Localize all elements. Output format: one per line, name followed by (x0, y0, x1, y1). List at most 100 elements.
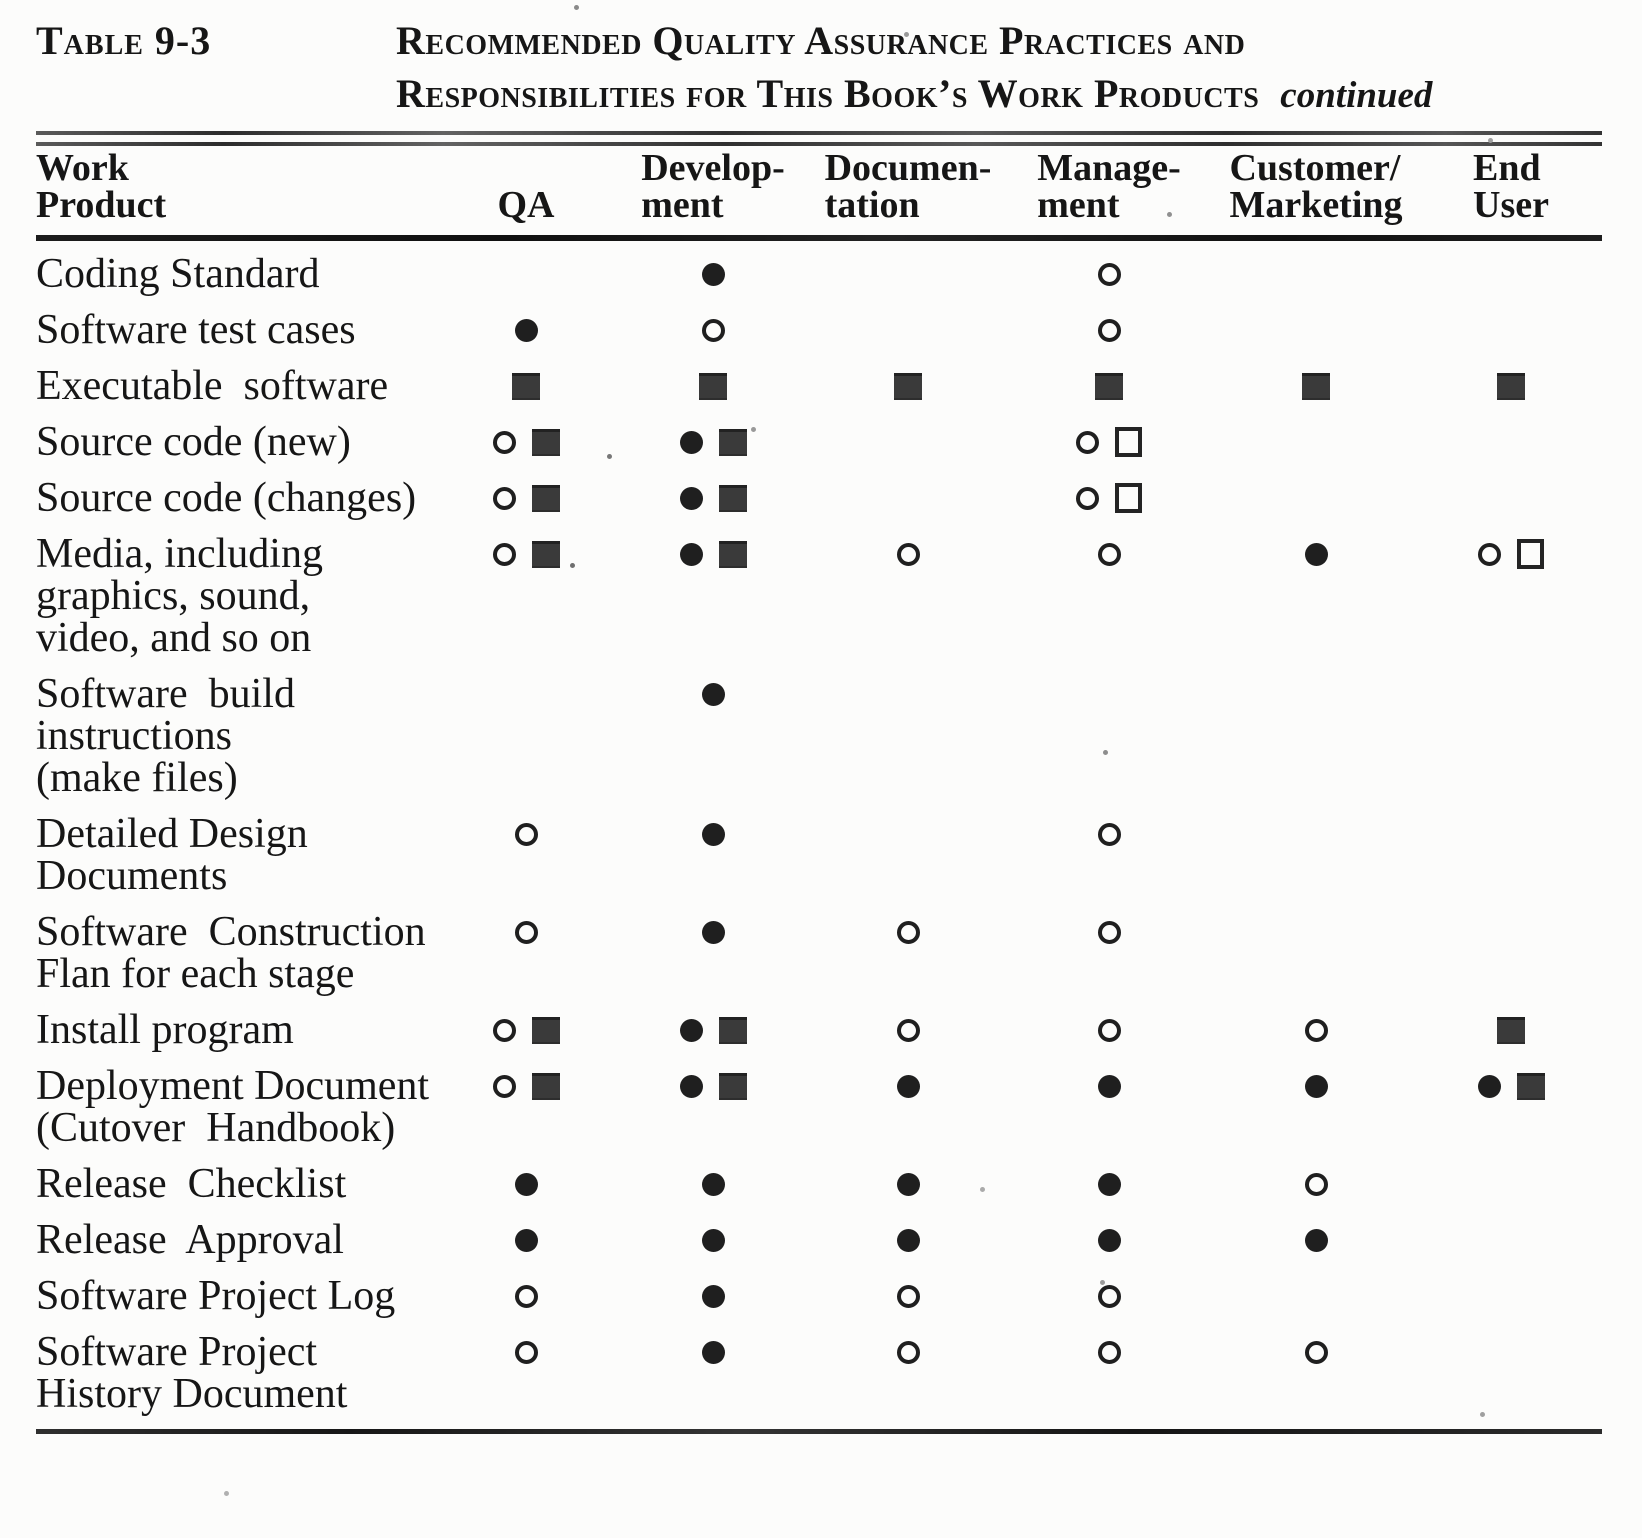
filled-circle-icon (701, 920, 725, 944)
filled-circle-icon (1477, 1074, 1501, 1098)
column-header-label: Customer/Marketing (1229, 147, 1403, 226)
table-row: Software Construction Flan for each stage (36, 911, 1602, 995)
table-title-line-1: Recommended Quality Assurance Practices … (396, 18, 1246, 63)
row-label: Source code (changes) (36, 475, 417, 521)
cell-qa (436, 1065, 616, 1107)
column-header-label: Documen-tation (824, 147, 992, 226)
cell-end-user (1420, 421, 1602, 463)
cell-end-user (1420, 1219, 1602, 1261)
cell-development (616, 533, 810, 575)
filled-square-icon (699, 372, 727, 400)
open-circle-icon (492, 542, 516, 566)
cell-development (616, 477, 810, 519)
column-header-label: End User (1473, 147, 1549, 226)
open-circle-icon (1478, 542, 1501, 566)
filled-square-icon (894, 372, 922, 400)
open-circle-icon (1097, 822, 1121, 846)
cell-customer-marketing (1212, 1065, 1420, 1107)
table-row: Coding Standard (36, 253, 1602, 295)
column-header-development: Develop-ment (616, 147, 810, 226)
cell-end-user (1420, 533, 1602, 575)
filled-circle-icon (896, 1172, 920, 1196)
cell-customer-marketing (1212, 1009, 1420, 1051)
open-circle-icon (1097, 1340, 1121, 1364)
filled-circle-icon (679, 430, 703, 454)
top-double-rule-upper (36, 131, 1602, 135)
table-caption: Table 9-3 Recommended Quality Assurance … (36, 0, 1602, 122)
cell-qa (436, 1163, 616, 1205)
cell-management (1006, 1163, 1212, 1205)
row-label: Software Project History Document (36, 1329, 348, 1417)
bottom-rule (36, 1429, 1602, 1434)
cell-development (616, 1219, 810, 1261)
filled-circle-icon (1097, 1074, 1121, 1098)
cell-qa (436, 309, 616, 351)
cell-documentation (810, 673, 1006, 715)
open-circle-icon (1304, 1172, 1328, 1196)
column-header-end-user: End User (1420, 147, 1602, 226)
cell-development (616, 309, 810, 351)
cell-management (1006, 253, 1212, 295)
table-number: Table 9-3 (36, 18, 212, 63)
row-label: Source code (new) (36, 419, 351, 465)
filled-square-icon (718, 540, 747, 568)
cell-management (1006, 421, 1212, 463)
open-circle-icon (514, 920, 538, 944)
table-row: Executable software (36, 365, 1602, 407)
open-circle-icon (1076, 486, 1099, 510)
table-row: Software Project Log (36, 1275, 1602, 1317)
open-circle-icon (1097, 542, 1121, 566)
cell-documentation (810, 477, 1006, 519)
column-header-management: Manage-ment (1006, 149, 1212, 224)
cell-development (616, 253, 810, 295)
cell-end-user (1420, 673, 1602, 715)
cell-documentation (810, 1009, 1006, 1051)
cell-customer-marketing (1212, 673, 1420, 715)
filled-circle-icon (896, 1074, 920, 1098)
cell-end-user (1420, 1163, 1602, 1205)
cell-customer-marketing (1212, 1219, 1420, 1261)
cell-development (616, 673, 810, 715)
row-label: Software Construction Flan for each stage (36, 909, 426, 997)
cell-customer-marketing (1212, 477, 1420, 519)
cell-customer-marketing (1212, 1331, 1420, 1373)
column-header-label: Develop-ment (641, 147, 785, 226)
filled-square-icon (531, 1072, 560, 1100)
row-label: Software Project Log (36, 1273, 396, 1319)
table-row: Software test cases (36, 309, 1602, 351)
table-title: Recommended Quality Assurance Practices … (396, 14, 1432, 122)
filled-circle-icon (1097, 1172, 1121, 1196)
cell-end-user (1420, 1331, 1602, 1373)
filled-square-icon (718, 428, 747, 456)
table-title-line-2: Responsibilities for This Book’s Work Pr… (396, 71, 1433, 116)
table-row: Deployment Document (Cutover Handbook) (36, 1065, 1602, 1149)
cell-customer-marketing (1212, 421, 1420, 463)
cell-end-user (1420, 1009, 1602, 1051)
open-circle-icon (514, 1340, 538, 1364)
cell-management (1006, 477, 1212, 519)
cell-qa (436, 1275, 616, 1317)
open-circle-icon (1097, 1284, 1121, 1308)
table-row: Media, including graphics, sound, video, a… (36, 533, 1602, 659)
cell-end-user (1420, 1275, 1602, 1317)
open-circle-icon (1097, 318, 1121, 342)
cell-management (1006, 911, 1212, 953)
open-circle-icon (1097, 262, 1121, 286)
filled-circle-icon (679, 1018, 703, 1042)
cell-management (1006, 365, 1212, 407)
filled-square-icon (531, 1016, 560, 1044)
cell-end-user (1420, 477, 1602, 519)
filled-circle-icon (679, 486, 703, 510)
table-row: Release Approval (36, 1219, 1602, 1261)
cell-qa (436, 673, 616, 715)
column-header-customer-marketing: Customer/Marketing (1212, 147, 1420, 226)
filled-square-icon (718, 1016, 747, 1044)
cell-development (616, 911, 810, 953)
table-row: Software build instructions (make files) (36, 673, 1602, 799)
filled-square-icon (531, 540, 560, 568)
open-circle-icon (701, 318, 725, 342)
open-circle-icon (492, 1074, 516, 1098)
filled-circle-icon (1304, 542, 1328, 566)
open-square-icon (1115, 483, 1142, 513)
cell-development (616, 421, 810, 463)
